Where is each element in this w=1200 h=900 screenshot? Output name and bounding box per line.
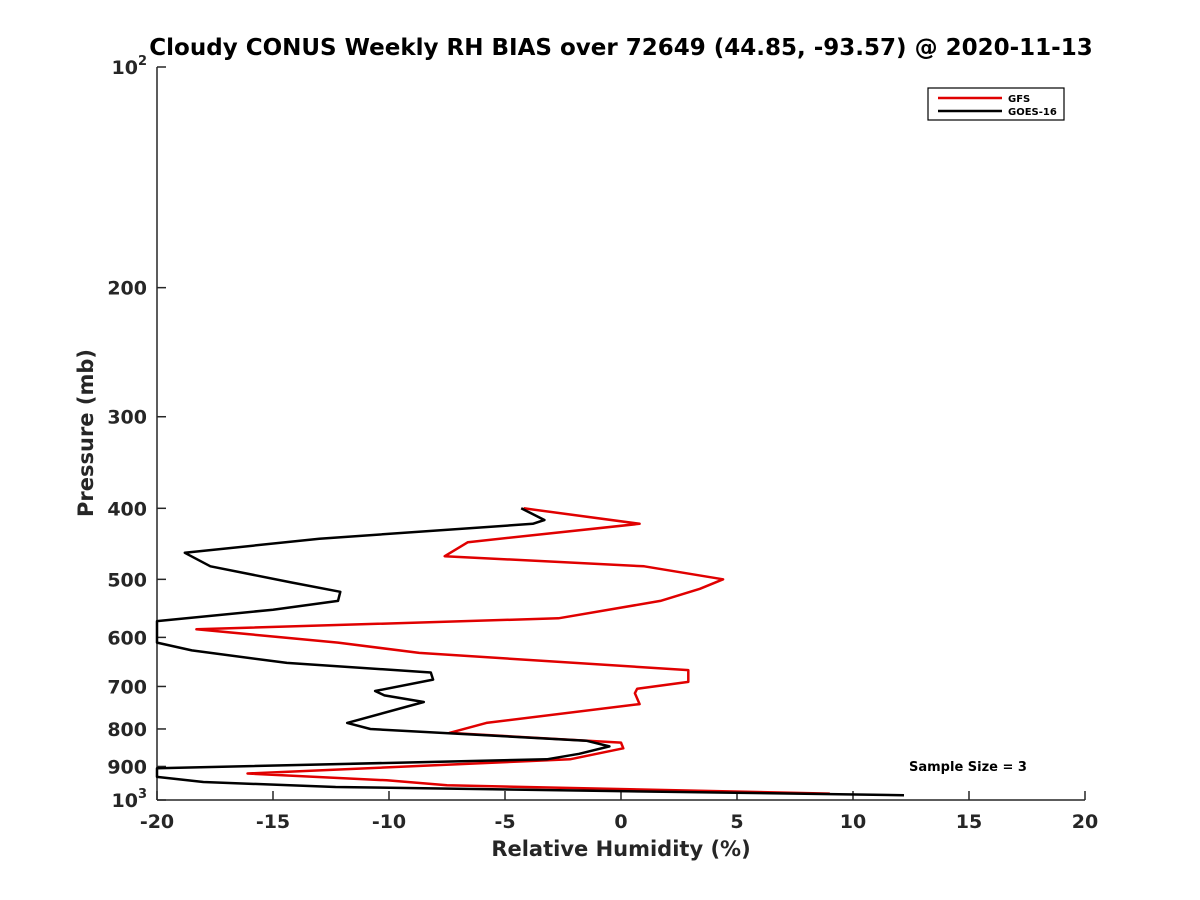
x-tick-label: -5 [494, 811, 515, 833]
y-axis-label: Pressure (mb) [74, 349, 98, 517]
y-tick-label: 300 [107, 407, 147, 429]
y-tick-label: 800 [107, 719, 147, 741]
y-tick-label: 200 [107, 278, 147, 300]
y-tick-label: 102 [112, 54, 148, 79]
y-tick-label: 600 [107, 627, 147, 649]
legend-box [927, 87, 1065, 121]
chart-title: Cloudy CONUS Weekly RH BIAS over 72649 (… [149, 35, 1092, 61]
x-tick-label: -10 [372, 811, 406, 833]
x-tick-label: -15 [256, 811, 290, 833]
y-tick-label: 900 [107, 756, 147, 778]
series-line-goes-16 [155, 507, 905, 797]
y-tick-label: 400 [107, 498, 147, 520]
legend: GFS GOES-16 [927, 87, 1065, 121]
legend-label-gfs: GFS [1008, 94, 1030, 105]
series-line-gfs [195, 507, 830, 795]
x-axis-label: Relative Humidity (%) [491, 837, 750, 861]
y-tick-label: 500 [107, 569, 147, 591]
plot-area: -20 -15 -10 -5 0 5 10 15 20 102 200 300 400 500 600 70… [107, 54, 1098, 833]
x-tick-label: 20 [1072, 811, 1098, 833]
y-ticks: 102 200 300 400 500 600 700 800 900 103 [107, 54, 166, 812]
x-tick-label: 10 [840, 811, 866, 833]
x-tick-label: 5 [730, 811, 743, 833]
sample-size-annotation: Sample Size = 3 [909, 760, 1027, 775]
y-tick-exponent: 3 [138, 787, 147, 802]
x-tick-label: 0 [614, 811, 627, 833]
x-ticks: -20 -15 -10 -5 0 5 10 15 20 [140, 791, 1098, 833]
legend-label-goes-16: GOES-16 [1008, 107, 1057, 118]
y-tick-exponent: 2 [138, 54, 147, 69]
x-tick-label: 15 [956, 811, 982, 833]
x-tick-label: -20 [140, 811, 174, 833]
y-tick-label: 103 [112, 787, 148, 812]
series-lines [155, 507, 905, 797]
y-tick-label: 700 [107, 676, 147, 698]
